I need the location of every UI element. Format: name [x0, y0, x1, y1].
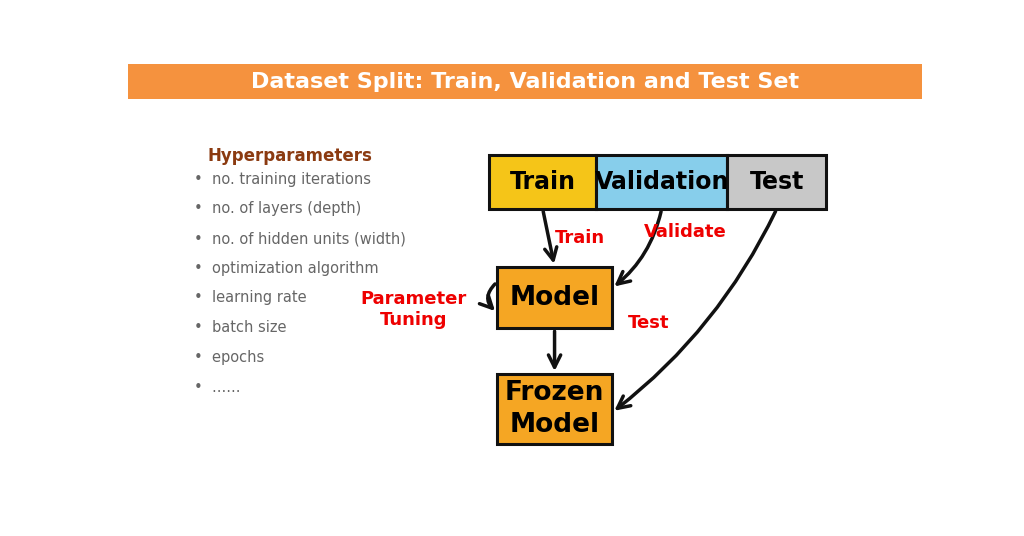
FancyBboxPatch shape — [727, 155, 826, 209]
Text: •  learning rate: • learning rate — [194, 291, 306, 306]
Text: Hyperparameters: Hyperparameters — [207, 147, 373, 165]
Text: Parameter
Tuning: Parameter Tuning — [360, 291, 467, 329]
FancyBboxPatch shape — [489, 155, 596, 209]
FancyBboxPatch shape — [596, 155, 727, 209]
FancyBboxPatch shape — [128, 64, 922, 99]
Text: •  epochs: • epochs — [194, 350, 264, 365]
Text: Test: Test — [628, 314, 670, 332]
Text: •  no. of hidden units (width): • no. of hidden units (width) — [194, 231, 406, 246]
Text: •  no. of layers (depth): • no. of layers (depth) — [194, 202, 361, 217]
Text: Dataset Split: Train, Validation and Test Set: Dataset Split: Train, Validation and Tes… — [251, 72, 799, 92]
Text: •  optimization algorithm: • optimization algorithm — [194, 261, 379, 276]
Text: Validate: Validate — [644, 223, 727, 241]
Text: Test: Test — [750, 170, 804, 194]
Text: Frozen
Model: Frozen Model — [505, 380, 604, 438]
Text: Model: Model — [510, 285, 600, 310]
Text: •  ......: • ...... — [194, 379, 241, 394]
Text: Train: Train — [555, 229, 605, 247]
Text: Train: Train — [510, 170, 575, 194]
Text: •  no. training iterations: • no. training iterations — [194, 172, 371, 187]
FancyBboxPatch shape — [497, 266, 612, 329]
Text: •  batch size: • batch size — [194, 320, 287, 335]
Text: Validation: Validation — [595, 170, 729, 194]
FancyBboxPatch shape — [497, 374, 612, 444]
